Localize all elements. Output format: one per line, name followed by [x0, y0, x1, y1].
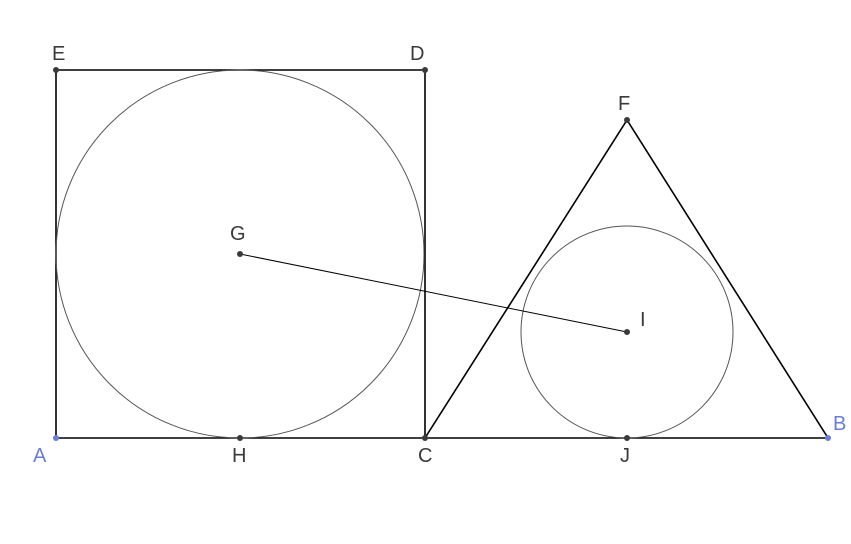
label-G: G	[230, 223, 246, 245]
segment-GI	[240, 254, 627, 332]
label-D: D	[410, 43, 424, 65]
point-A	[53, 435, 59, 441]
label-I: I	[640, 309, 646, 331]
point-I	[624, 329, 630, 335]
label-H: H	[232, 445, 246, 467]
point-D	[422, 67, 428, 73]
point-J	[624, 435, 630, 441]
label-F: F	[618, 93, 630, 115]
label-B: B	[833, 413, 846, 435]
point-C	[422, 435, 428, 441]
triangle-shape	[425, 120, 828, 438]
point-H	[237, 435, 243, 441]
label-J: J	[620, 445, 630, 467]
point-B	[825, 435, 831, 441]
label-C: C	[418, 445, 432, 467]
label-A: A	[33, 445, 47, 467]
label-E: E	[52, 43, 65, 65]
point-E	[53, 67, 59, 73]
point-G	[237, 251, 243, 257]
point-F	[624, 117, 630, 123]
geometry-diagram: A B C D E F G H I J	[0, 0, 851, 544]
